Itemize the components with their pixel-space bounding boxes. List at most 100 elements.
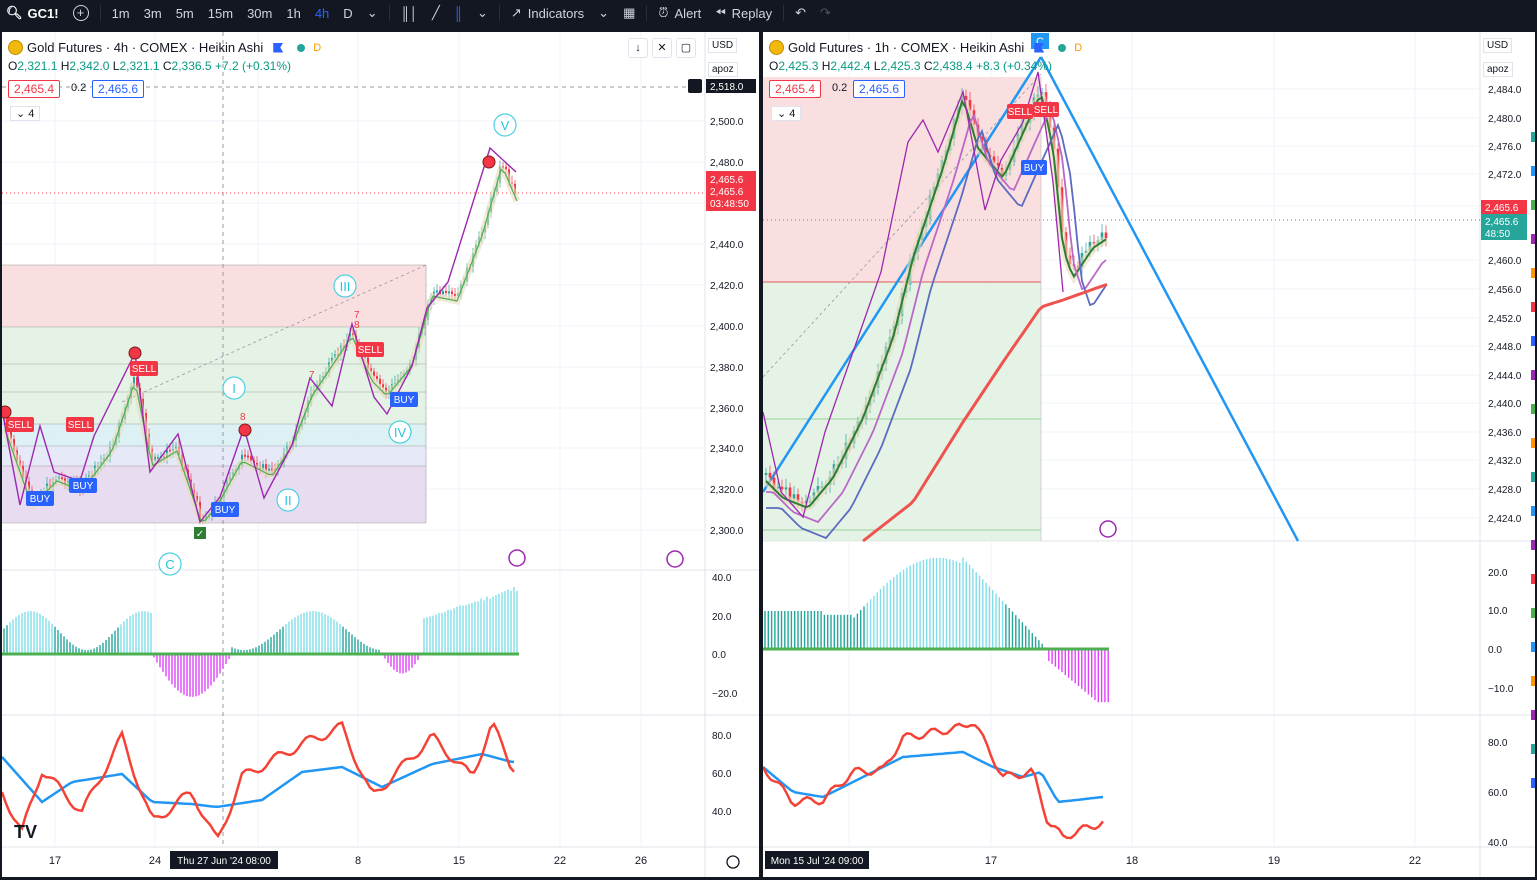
currency-selector[interactable]: USD	[708, 38, 738, 53]
interval-5m[interactable]: 5m	[175, 5, 194, 21]
wave-label: I	[232, 381, 236, 396]
low-label: L	[112, 59, 120, 73]
oscillator-tick: 0.0	[1488, 645, 1502, 656]
price-tick: 2,360.0	[710, 404, 744, 415]
oscillator-tick: 10.0	[1488, 606, 1508, 617]
check-icon: ✓	[196, 529, 204, 540]
price-tick: 2,420.0	[710, 281, 744, 292]
maximize-icon[interactable]: ▢	[676, 38, 696, 58]
redo-icon[interactable]: ↷	[820, 5, 831, 20]
sell-price-button[interactable]: 2,465.4	[8, 80, 61, 98]
interval-15m[interactable]: 15m	[207, 5, 234, 21]
close-value: 2,336.5	[171, 59, 212, 73]
layout-grid-icon[interactable]: ▦	[623, 5, 636, 20]
rsi-tick: 40.0	[1488, 838, 1508, 849]
symbol-legend[interactable]: Gold Futures · 1h · COMEX · Heikin Ashi …	[769, 40, 1082, 55]
signal-tag-buy	[69, 478, 97, 493]
top-toolbar: 🔍︎ GC1! + 1m 3m 5m 15m 30m 1h 4h D ⌄ ║│ …	[0, 0, 1537, 26]
wave-label: IV	[394, 425, 407, 440]
symbol-label: GC1!	[27, 5, 59, 21]
candle-body	[265, 464, 267, 471]
price-tick: 2,452.0	[1488, 314, 1522, 325]
rsi-tick: 40.0	[712, 807, 732, 818]
flag-icon[interactable]	[273, 42, 284, 53]
buy-price-button[interactable]: 2,465.6	[853, 80, 906, 98]
scale-mode-selector[interactable]: apoz	[708, 62, 738, 77]
bar-style-heikin-icon[interactable]: ║	[453, 5, 463, 21]
indicators-icon: ↗	[510, 5, 522, 20]
price-tick: 2,380.0	[710, 363, 744, 374]
price-tick: 2,440.0	[710, 240, 744, 251]
compare-button[interactable]: +	[66, 0, 96, 26]
download-icon[interactable]: ↓	[628, 38, 648, 58]
interval-30m[interactable]: 30m	[247, 5, 273, 21]
signal-tag-text: SELL	[132, 364, 157, 375]
interval-1h[interactable]: 1h	[286, 5, 301, 21]
flag-icon[interactable]	[1034, 42, 1045, 53]
rsi-fast-line	[763, 722, 1104, 840]
chart-pane-4h[interactable]: V III I IV II C SELL SELL SELL SELL BUY BUY BUY BUY 7 7…	[2, 32, 759, 877]
indicators-chevron-icon[interactable]: ⌄	[598, 5, 610, 20]
replay-button[interactable]: ⏪︎ Replay	[708, 0, 779, 26]
interval-3m[interactable]: 3m	[143, 5, 162, 21]
oscillator-tick: 40.0	[712, 573, 732, 584]
price-tick: 2,424.0	[1488, 514, 1522, 525]
indicator-collapse-toggle[interactable]: ⌄ 4	[10, 106, 41, 121]
low-value: 2,425.3	[880, 59, 921, 73]
oscillator-tick: −10.0	[1488, 684, 1514, 695]
interval-D[interactable]: D	[343, 5, 353, 21]
bar-style-candles-icon[interactable]: ║│	[400, 5, 418, 21]
rewind-icon: ⏪︎	[715, 5, 726, 20]
scale-mode-selector[interactable]: apoz	[1483, 62, 1513, 77]
close-icon[interactable]: ✕	[652, 38, 672, 58]
price-tick: 2,432.0	[1488, 456, 1522, 467]
oscillator-tick: 0.0	[712, 650, 726, 661]
price-tick: 2,476.0	[1488, 142, 1522, 153]
chart-pane-1h[interactable]: C SELL SELL BUY 2,484.0 2,480.0 2,476.0 2,472.0…	[763, 32, 1535, 877]
drawing-marker	[1531, 710, 1535, 720]
wave-label: C	[165, 557, 174, 572]
price-tick: 2,472.0	[1488, 170, 1522, 181]
candle-body	[1104, 232, 1108, 239]
interval-1m[interactable]: 1m	[111, 5, 130, 21]
spread-value: 0.2	[832, 82, 848, 94]
signal-tag-text: BUY	[215, 505, 236, 516]
chart-canvas-1h[interactable]: C SELL SELL BUY 2,484.0 2,480.0 2,476.0 2,472.0…	[763, 32, 1535, 877]
candle-body	[244, 454, 246, 457]
indicator-collapse-toggle[interactable]: ⌄ 4	[771, 106, 802, 121]
symbol-search[interactable]: 🔍︎ GC1!	[0, 0, 66, 26]
candle-body	[968, 100, 972, 111]
wave-label-circle	[388, 420, 412, 444]
crosshair-time-label: Thu 27 Jun '24 08:00	[177, 856, 271, 867]
currency-selector[interactable]: USD	[1483, 38, 1513, 53]
drawing-marker	[1531, 268, 1535, 278]
crosshair-price-label: 2,518.0	[710, 82, 744, 93]
interval-dropdown-chevron-icon[interactable]: ⌄	[366, 5, 378, 20]
bar-style-line-icon[interactable]: ╱	[431, 5, 440, 20]
signal-tag-buy	[1021, 160, 1047, 175]
symbol-legend[interactable]: Gold Futures · 4h · COMEX · Heikin Ashi …	[8, 40, 321, 55]
bar-style-chevron-icon[interactable]: ⌄	[476, 5, 488, 20]
market-open-status-icon	[1058, 43, 1067, 52]
chevron-down-icon: ⌄	[777, 108, 787, 120]
last-price-label-bg	[1481, 200, 1527, 214]
chart-title: Gold Futures · 4h · COMEX · Heikin Ashi	[27, 40, 264, 55]
high-value: 2,442.4	[830, 59, 871, 73]
signal-tag-sell	[1033, 102, 1059, 117]
candle-body	[996, 163, 1000, 168]
alert-button[interactable]: ⏰︎ Alert	[651, 0, 708, 26]
candle-body	[784, 487, 788, 490]
open-label: O	[8, 59, 18, 73]
interval-4h[interactable]: 4h	[314, 5, 330, 21]
rsi-tick: 60.0	[712, 769, 732, 780]
buy-price-button[interactable]: 2,465.6	[92, 80, 145, 98]
delayed-badge: D	[313, 41, 322, 54]
sell-price-button[interactable]: 2,465.4	[769, 80, 822, 98]
undo-icon[interactable]: ↶	[795, 5, 807, 20]
lightning-icon	[508, 549, 526, 567]
indicators-button[interactable]: ↗ Indicators	[504, 0, 591, 26]
indicators-label: Indicators	[527, 5, 585, 21]
signal-tag-text: SELL	[68, 420, 93, 431]
signal-tag-text: SELL	[358, 345, 383, 356]
